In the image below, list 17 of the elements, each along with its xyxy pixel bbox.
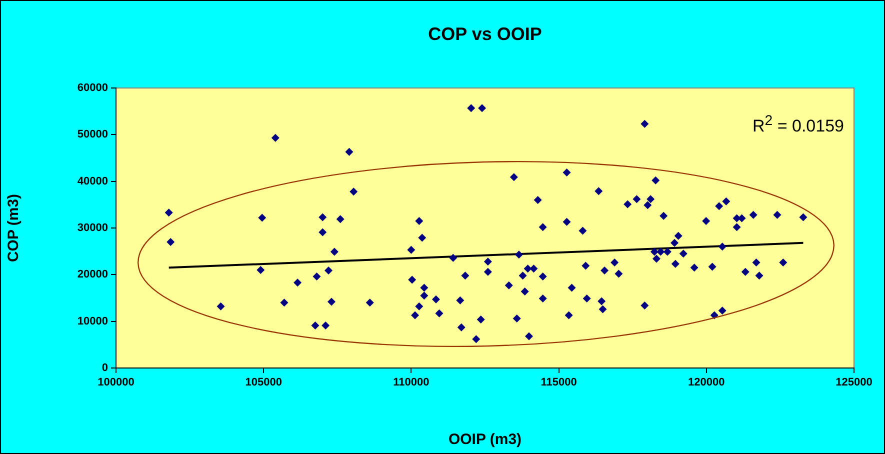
y-axis-title: COP (m3) (5, 194, 22, 262)
x-tick-label: 125000 (836, 376, 872, 389)
y-tick-label: 0 (102, 362, 108, 374)
x-axis-title: OOIP (m3) (448, 431, 522, 448)
annotation: R$^{2}$ = 0.0159 (752, 113, 844, 137)
y-tick-label: 60000 (77, 82, 108, 94)
x-tick-label: 110000 (393, 376, 430, 389)
x-tick-label: 100000 (98, 376, 134, 389)
y-tick-label: 10000 (77, 315, 108, 328)
y-tick-label: 50000 (77, 128, 108, 141)
chart-title: COP vs OOIP (428, 24, 542, 44)
x-tick-label: 120000 (688, 376, 725, 389)
x-tick-label: 115000 (540, 376, 577, 389)
y-tick-label: 30000 (77, 222, 108, 234)
x-tick-label: 105000 (245, 376, 282, 389)
y-tick-label: 40000 (77, 175, 108, 188)
y-tick-label: 20000 (77, 268, 108, 281)
